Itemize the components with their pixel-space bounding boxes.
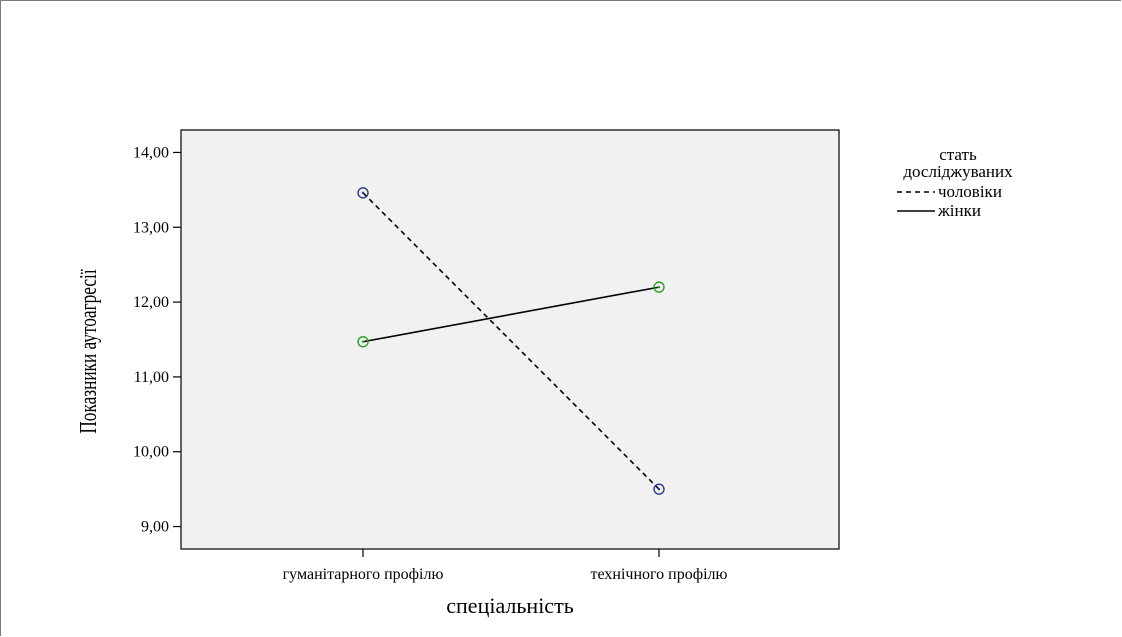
data-point bbox=[357, 187, 369, 199]
data-point-center bbox=[657, 487, 661, 491]
legend-label-1: чоловіки bbox=[938, 182, 1002, 201]
x-tick-label: технічного профілю bbox=[591, 566, 728, 583]
y-tick-label: 14,00 bbox=[133, 144, 169, 161]
data-point-center bbox=[361, 340, 365, 343]
y-tick-label: 10,00 bbox=[133, 444, 169, 461]
data-point bbox=[653, 281, 665, 293]
y-tick-label: 9,00 bbox=[141, 519, 169, 536]
data-point-center bbox=[361, 191, 365, 195]
y-tick-label: 13,00 bbox=[133, 219, 169, 236]
y-axis-title: Показники аутоагресії bbox=[74, 269, 102, 433]
x-axis: гуманітарного профілю технічного профілю bbox=[283, 549, 728, 583]
y-axis: 9,00 10,00 11,00 12,00 13,00 14,00 bbox=[133, 144, 181, 536]
data-point-center bbox=[657, 285, 661, 289]
legend-title-line-1: стать bbox=[939, 145, 977, 164]
legend-title-line-2: досліджуваних bbox=[903, 162, 1013, 181]
data-point bbox=[357, 336, 369, 348]
data-point bbox=[653, 483, 665, 495]
x-axis-title: спеціальність bbox=[446, 593, 573, 618]
x-tick-label: гуманітарного профілю bbox=[283, 566, 444, 583]
legend-label-2: жінки bbox=[937, 201, 981, 220]
series-line-2 bbox=[362, 286, 660, 343]
y-tick-label: 12,00 bbox=[133, 294, 169, 311]
series-layer bbox=[357, 187, 665, 495]
y-tick-label: 11,00 bbox=[134, 369, 169, 386]
series-line-1 bbox=[362, 192, 660, 490]
